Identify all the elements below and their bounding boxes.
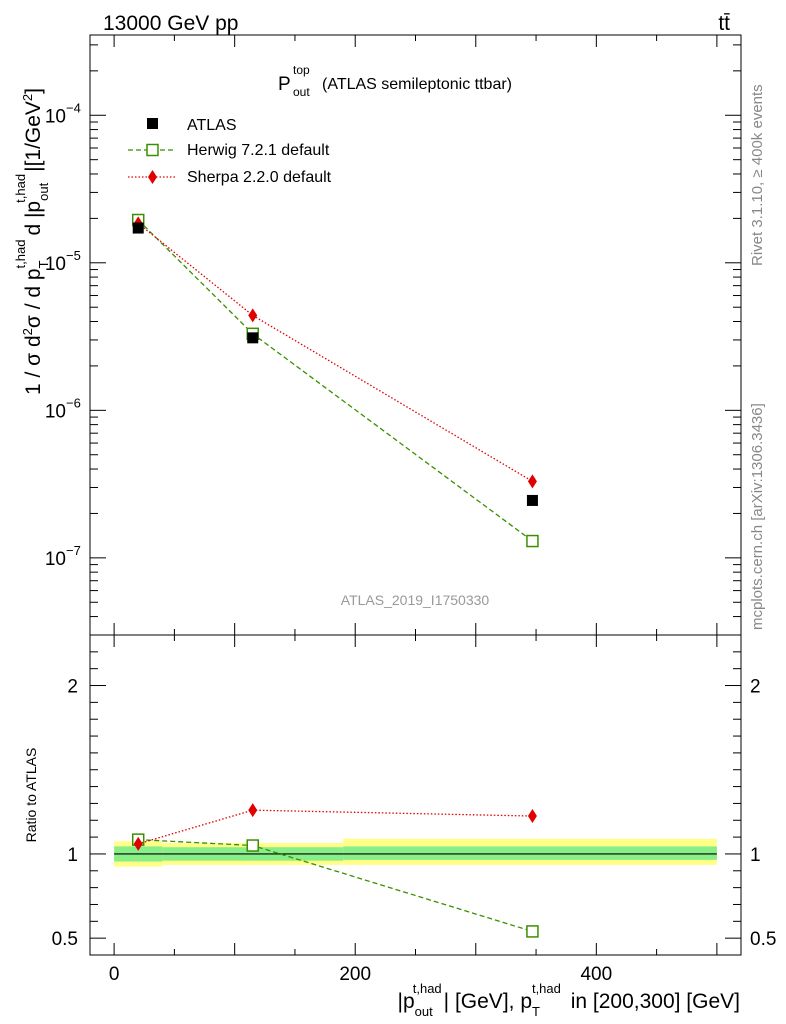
y-tick-label: 10 bbox=[45, 254, 66, 275]
y-tick-exponent: −5 bbox=[66, 248, 81, 263]
mcplots-label: mcplots.cern.ch [arXiv:1306.3436] bbox=[749, 403, 766, 630]
title-symbol: P bbox=[278, 74, 291, 95]
data-point bbox=[246, 839, 259, 852]
ratio-axes: 0 200 400 0.5 0.5 1 1 2 2 bbox=[52, 635, 776, 985]
data-point bbox=[527, 809, 537, 824]
data-point bbox=[133, 836, 143, 851]
y-tick-label: 10 bbox=[45, 549, 66, 570]
legend-label-herwig: Herwig 7.2.1 default bbox=[187, 142, 330, 159]
rivet-label: Rivet 3.1.10, ≥ 400k events bbox=[749, 84, 766, 266]
main-plot-area bbox=[131, 213, 539, 548]
title-sup: top bbox=[293, 63, 310, 77]
ratio-plot-area bbox=[114, 803, 717, 938]
x-axis-label: |poutt,had| [GeV], pTt,had in [200,300] … bbox=[398, 981, 740, 1019]
x-tick-label: 200 bbox=[339, 964, 371, 985]
data-point bbox=[132, 222, 144, 234]
y-tick-label: 2 bbox=[67, 677, 78, 698]
title-sub: out bbox=[293, 85, 310, 99]
data-point bbox=[248, 803, 258, 818]
data-point bbox=[248, 308, 258, 323]
y-tick-exponent: −4 bbox=[66, 100, 81, 115]
y-tick-label-right: 0.5 bbox=[750, 929, 776, 950]
legend-marker-sherpa bbox=[148, 170, 157, 184]
y-tick-label: 0.5 bbox=[52, 929, 78, 950]
header-right: tt̄ bbox=[718, 12, 730, 35]
plot-title: P top out (ATLAS semileptonic ttbar) bbox=[278, 63, 512, 99]
analysis-watermark: ATLAS_2019_I1750330 bbox=[341, 592, 490, 608]
x-tick-label: 400 bbox=[580, 964, 612, 985]
svg-text:1 / σ d2σ / d pTt,hadd |poutt,: 1 / σ d2σ / d pTt,hadd |poutt,had|[1/GeV… bbox=[13, 88, 51, 395]
data-point bbox=[526, 925, 539, 938]
y-tick-label-right: 2 bbox=[750, 677, 761, 698]
data-point bbox=[527, 474, 537, 489]
main-panel: 10−710−610−510−4 P top out (ATLAS semile… bbox=[13, 34, 742, 636]
header-left: 13000 GeV pp bbox=[103, 12, 238, 35]
ratio-panel: 0 200 400 0.5 0.5 1 1 2 2 Ratio to ATLAS bbox=[23, 634, 776, 985]
main-axes: 10−710−610−510−4 bbox=[45, 35, 741, 636]
legend-label-sherpa: Sherpa 2.2.0 default bbox=[187, 169, 332, 186]
ratio-frame bbox=[89, 634, 742, 956]
y-tick-label-right: 1 bbox=[750, 845, 761, 866]
ratio-ylabel: Ratio to ATLAS bbox=[23, 748, 39, 843]
y-tick-label: 1 bbox=[67, 845, 78, 866]
legend-marker-herwig bbox=[146, 143, 159, 157]
title-text: (ATLAS semileptonic ttbar) bbox=[322, 76, 512, 93]
x-tick-label: 0 bbox=[109, 964, 120, 985]
data-point bbox=[526, 494, 538, 506]
data-point bbox=[247, 332, 259, 344]
main-ylabel: 1 / σ d2σ / d pTt,hadd |poutt,had|[1/GeV… bbox=[13, 88, 51, 395]
svg-text:|poutt,had| [GeV], pTt,had in: |poutt,had| [GeV], pTt,had in [200,300] … bbox=[398, 981, 740, 1019]
uncertainty-band-green bbox=[343, 846, 717, 860]
y-tick-exponent: −7 bbox=[66, 543, 81, 558]
legend: ATLAS Herwig 7.2.1 default Sherpa 2.2.0 … bbox=[128, 117, 332, 186]
series-line bbox=[137, 222, 533, 482]
series-line bbox=[137, 219, 533, 542]
legend-label-atlas: ATLAS bbox=[187, 117, 237, 134]
data-point bbox=[526, 534, 539, 548]
y-tick-exponent: −6 bbox=[66, 395, 81, 410]
y-tick-label: 10 bbox=[45, 106, 66, 127]
legend-marker-atlas bbox=[147, 118, 158, 129]
y-tick-label: 10 bbox=[45, 401, 66, 422]
